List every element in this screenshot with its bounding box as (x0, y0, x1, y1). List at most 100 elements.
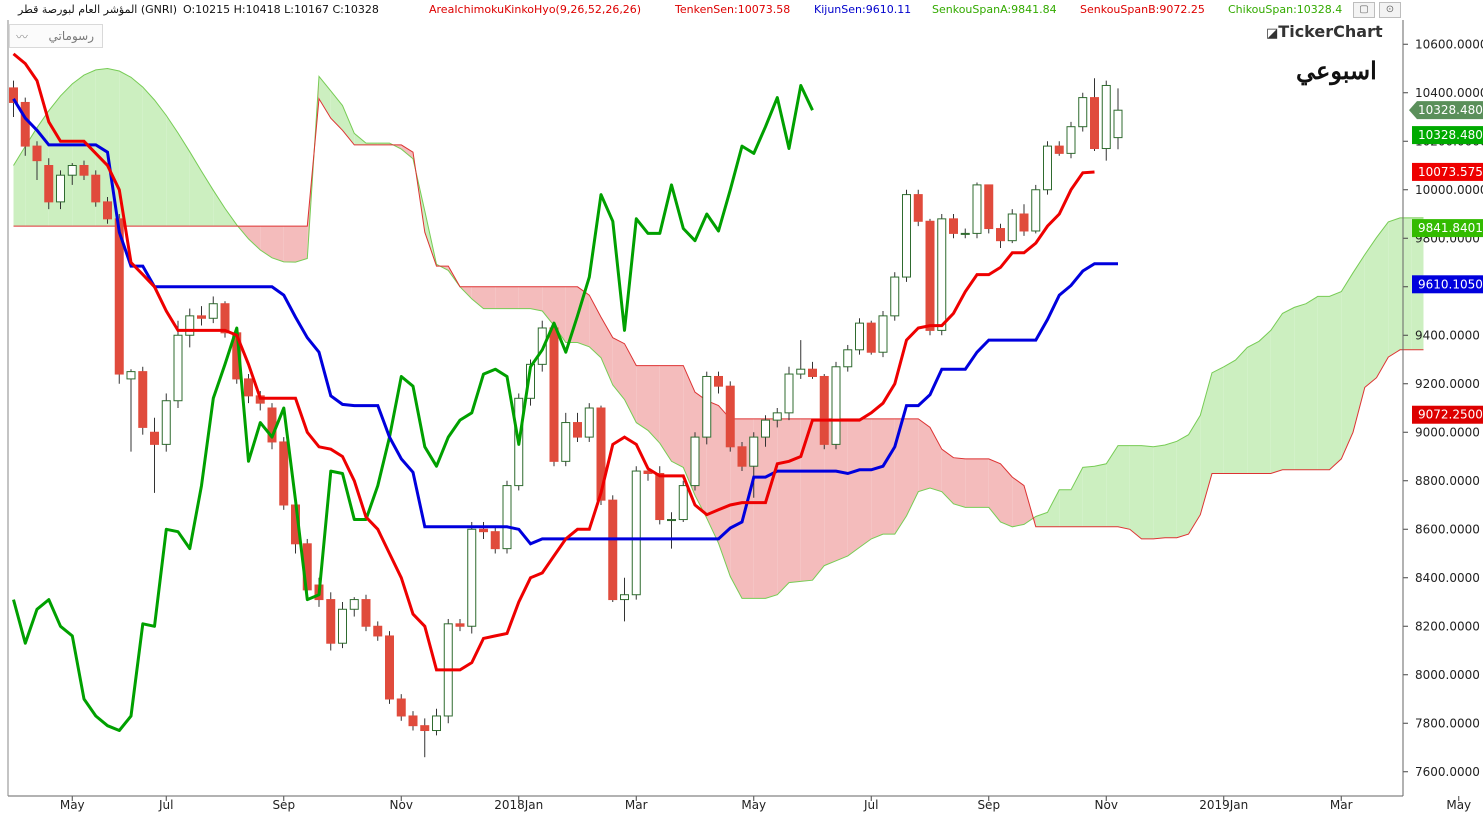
candle-body (420, 725, 430, 732)
candle-body (326, 599, 336, 644)
cloud-segment (166, 115, 178, 227)
my-drawings-button[interactable]: 〰 رسوماتي (9, 24, 103, 48)
candle-body (185, 315, 195, 336)
price-label-text: 10328.4805 (1418, 128, 1483, 142)
candle-body (103, 201, 112, 220)
candle-body (1019, 213, 1029, 232)
cloud-segment (154, 99, 167, 227)
y-tick-label: 9200.0000 (1415, 377, 1480, 391)
kijun-label: KijunSen:9610.11 (814, 3, 912, 16)
cloud-segment (1223, 360, 1236, 474)
candle-body (843, 349, 853, 368)
y-tick-label: 8000.0000 (1415, 668, 1480, 682)
cloud-segment (1306, 296, 1318, 470)
candle-body (667, 519, 676, 522)
cloud-segment (283, 226, 296, 263)
cloud-segment (518, 286, 531, 309)
x-tick-label: Jul (158, 798, 173, 812)
cloud-segment (1129, 445, 1142, 539)
cloud-segment (119, 71, 131, 227)
cloud-segment (1235, 347, 1248, 474)
candle-body (1090, 97, 1099, 150)
candle-body (737, 446, 747, 467)
candle-body (1078, 97, 1088, 128)
candle-body (878, 315, 888, 353)
cloud-segment (871, 418, 883, 539)
cloud-segment (765, 418, 778, 599)
cloud-segment (60, 83, 73, 227)
cloud-segment (1176, 434, 1189, 538)
settings-circle-icon[interactable]: ⊙ (1379, 2, 1401, 18)
x-tick-label: Jul (863, 798, 878, 812)
candle-body (244, 378, 253, 397)
cloud-segment (859, 418, 872, 548)
candle-body (537, 327, 547, 365)
candle-body (608, 499, 618, 601)
cloud-segment (1400, 217, 1412, 350)
cloud-segment (483, 286, 496, 309)
cloud-segment (1259, 330, 1271, 474)
cloud-segment (295, 226, 308, 263)
candle-body (749, 436, 759, 467)
y-tick-label: 8400.0000 (1415, 571, 1480, 585)
candle-body (114, 218, 124, 375)
cloud-segment (1200, 372, 1212, 515)
candle-body (890, 276, 900, 317)
cloud-segment (260, 226, 272, 258)
restore-window-icon[interactable]: ▢ (1353, 2, 1375, 18)
cloud-segment (612, 337, 625, 400)
cloud-segment (836, 418, 848, 561)
candle-body (1066, 126, 1076, 154)
cloud-segment (1118, 445, 1130, 530)
cloud-segment (624, 343, 637, 423)
candle-body (1101, 84, 1111, 150)
candle-body (361, 599, 371, 627)
span-b-label: SenkouSpanB:9072.25 (1080, 3, 1205, 16)
candle-body (960, 232, 970, 235)
cloud-segment (883, 418, 895, 535)
cloud-segment (988, 458, 1001, 522)
tenkan-label: TenkenSen:10073.58 (675, 3, 791, 16)
candle-body (690, 436, 700, 487)
x-tick-label: May (1446, 798, 1471, 812)
instrument-label: المؤشر العام لبورصة قطر (GNRI) (18, 3, 178, 16)
candle-body (561, 422, 571, 462)
cloud-segment (530, 286, 543, 311)
candle-body (655, 472, 665, 521)
cloud-segment (1212, 366, 1224, 474)
price-label-badge (1409, 101, 1483, 120)
price-label-badge (1412, 162, 1483, 181)
cloud-segment (1188, 415, 1201, 535)
cloud-segment (48, 95, 61, 227)
window-buttons: ▢ ⊙ (1353, 2, 1403, 18)
candle-body (925, 220, 935, 331)
cloud-segment (401, 144, 413, 159)
candle-body (279, 441, 289, 506)
price-label-badge (1412, 126, 1483, 145)
cloud-segment (812, 418, 825, 581)
price-label-badge (1412, 275, 1483, 294)
candle-body (455, 623, 465, 627)
cloud-segment (1282, 307, 1295, 470)
cloud-segment (1341, 272, 1353, 459)
y-tick-label: 9400.0000 (1415, 328, 1480, 342)
candle-body (949, 218, 958, 234)
brand-name: TickerChart (1278, 22, 1383, 41)
candle-body (161, 400, 171, 445)
candle-body (490, 531, 500, 550)
candle-body (784, 373, 794, 414)
candle-body (620, 594, 629, 601)
x-tick-label: Sep (977, 798, 1000, 812)
cloud-segment (1247, 341, 1259, 474)
candle-body (208, 303, 218, 319)
cloud-segment (1364, 237, 1377, 388)
cloud-segment (1082, 466, 1095, 527)
cloud-segment (1388, 217, 1400, 358)
x-tick-label: Nov (1095, 798, 1118, 812)
cloud-segment (1071, 467, 1083, 527)
y-tick-label: 10600.0000 (1415, 37, 1483, 51)
brand-logo: ◪TickerChart (1266, 22, 1383, 41)
cloud-segment (1153, 444, 1165, 539)
cloud-segment (601, 317, 613, 385)
